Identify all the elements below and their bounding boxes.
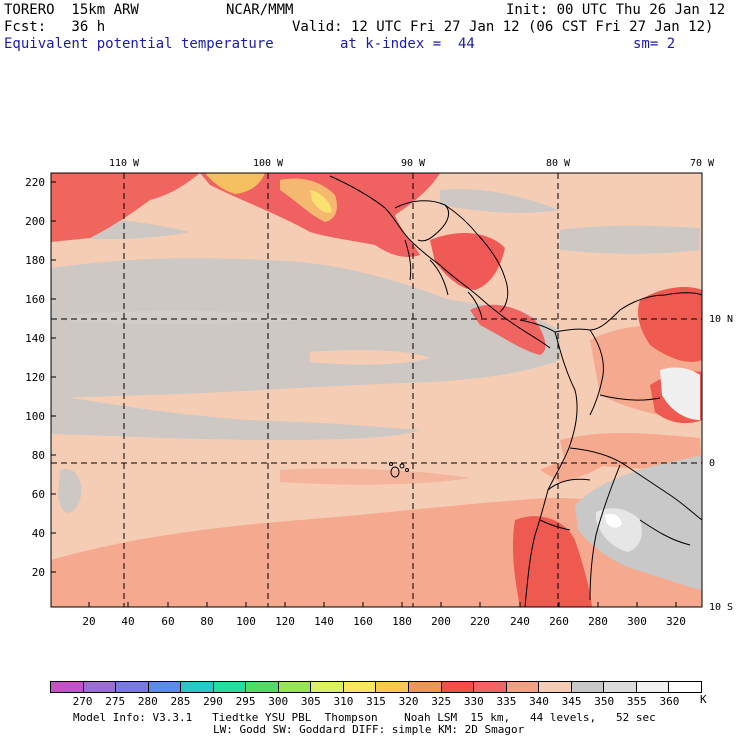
y-tick-label: 80 xyxy=(32,449,45,462)
lon-label-110w: 110 W xyxy=(109,158,140,169)
x-tick-label: 40 xyxy=(121,615,134,628)
model-info-line1: Model Info: V3.3.1 Tiedtke YSU PBL Thomp… xyxy=(73,711,656,724)
y-tick-label: 60 xyxy=(32,488,45,501)
lat-label-10n: 10 N xyxy=(709,314,733,325)
x-tick-label: 200 xyxy=(431,615,451,628)
x-tick-label: 160 xyxy=(353,615,373,628)
valid-time: Valid: 12 UTC Fri 27 Jan 12 (06 CST Fri … xyxy=(292,19,714,35)
colorbar-label: 315 xyxy=(366,695,386,708)
y-tick-label: 160 xyxy=(25,293,45,306)
y-tick-label: 180 xyxy=(25,254,45,267)
colorbar-swatch xyxy=(376,682,410,692)
colorbar-label: 305 xyxy=(300,695,321,708)
colorbar-swatch xyxy=(181,682,214,692)
x-tick-label: 60 xyxy=(161,615,174,628)
y-tick-label: 120 xyxy=(25,371,45,384)
colorbar-label: 270 xyxy=(72,695,93,708)
colorbar-swatch xyxy=(636,682,670,692)
model-name: TORERO 15km ARW xyxy=(4,2,139,18)
colorbar-swatch xyxy=(506,682,540,692)
colorbar-label: 290 xyxy=(203,695,223,708)
lat-label-0: 0 xyxy=(709,458,715,469)
colorbar-unit: K xyxy=(700,693,707,706)
colorbar-swatch xyxy=(474,682,507,692)
colorbar-label: 330 xyxy=(463,695,484,708)
field-name: Equivalent potential temperature xyxy=(4,36,274,52)
y-tick-label: 20 xyxy=(32,566,45,579)
colorbar-swatch xyxy=(539,682,572,692)
y-tick-label: 100 xyxy=(25,410,45,423)
colorbar xyxy=(50,681,702,693)
colorbar-label: 300 xyxy=(268,695,289,708)
lon-label-100w: 100 W xyxy=(253,158,284,169)
colorbar-label: 350 xyxy=(594,695,615,708)
latlon-grid xyxy=(51,173,702,607)
colorbar-swatch xyxy=(213,682,247,692)
colorbar-swatch xyxy=(311,682,344,692)
x-tick-label: 120 xyxy=(275,615,295,628)
level-label: at k-index = 44 xyxy=(340,36,475,52)
x-tick-label: 320 xyxy=(666,615,686,628)
x-tick-label: 260 xyxy=(549,615,569,628)
colorbar-swatch xyxy=(604,682,637,692)
plot-frame xyxy=(50,172,703,608)
lon-label-80w: 80 W xyxy=(546,158,571,169)
x-tick-label: 180 xyxy=(392,615,412,628)
colorbar-label: 310 xyxy=(333,695,354,708)
x-tick-label: 20 xyxy=(82,615,95,628)
lon-label-90w: 90 W xyxy=(401,158,426,169)
y-tick-label: 140 xyxy=(25,332,45,345)
colorbar-swatch xyxy=(409,682,442,692)
colorbar-swatch xyxy=(571,682,605,692)
colorbar-label: 320 xyxy=(398,695,419,708)
y-tick-label: 200 xyxy=(25,215,45,228)
axis-ticks xyxy=(51,181,677,607)
lon-label-70w: 70 W xyxy=(690,158,715,169)
lat-label-10s: 10 S xyxy=(709,602,733,613)
colorbar-swatch xyxy=(278,682,312,692)
colorbar-swatch xyxy=(148,682,182,692)
x-tick-label: 80 xyxy=(200,615,213,628)
colorbar-label: 275 xyxy=(105,695,126,708)
colorbar-label: 285 xyxy=(170,695,191,708)
forecast-hour: Fcst: 36 h xyxy=(4,19,106,35)
shaded-field xyxy=(51,173,702,607)
colorbar-swatch xyxy=(83,682,117,692)
y-tick-label: 220 xyxy=(25,176,45,189)
coastlines xyxy=(329,175,702,607)
colorbar-label: 335 xyxy=(496,695,517,708)
colorbar-swatch xyxy=(669,682,701,692)
x-tick-label: 280 xyxy=(588,615,608,628)
colorbar-swatch xyxy=(441,682,475,692)
x-tick-label: 220 xyxy=(470,615,490,628)
x-tick-label: 240 xyxy=(510,615,530,628)
x-tick-label: 140 xyxy=(314,615,334,628)
colorbar-label: 325 xyxy=(431,695,452,708)
colorbar-swatch xyxy=(343,682,377,692)
colorbar-swatch xyxy=(116,682,149,692)
colorbar-label: 345 xyxy=(561,695,582,708)
colorbar-swatch xyxy=(51,682,84,692)
center-name: NCAR/MMM xyxy=(226,2,294,18)
y-tick-label: 40 xyxy=(32,527,45,540)
colorbar-label: 295 xyxy=(235,695,256,708)
init-time: Init: 00 UTC Thu 26 Jan 12 xyxy=(506,2,726,18)
colorbar-swatch xyxy=(246,682,279,692)
model-info-line2: LW: Godd SW: Goddard DIFF: simple KM: 2D… xyxy=(213,723,525,736)
x-tick-label: 100 xyxy=(236,615,256,628)
smooth-label: sm= 2 xyxy=(633,36,676,52)
galapagos-islands xyxy=(389,462,409,478)
x-tick-label: 300 xyxy=(627,615,647,628)
colorbar-label: 280 xyxy=(137,695,158,708)
colorbar-label: 355 xyxy=(626,695,647,708)
colorbar-label: 340 xyxy=(529,695,549,708)
colorbar-label: 360 xyxy=(659,695,680,708)
